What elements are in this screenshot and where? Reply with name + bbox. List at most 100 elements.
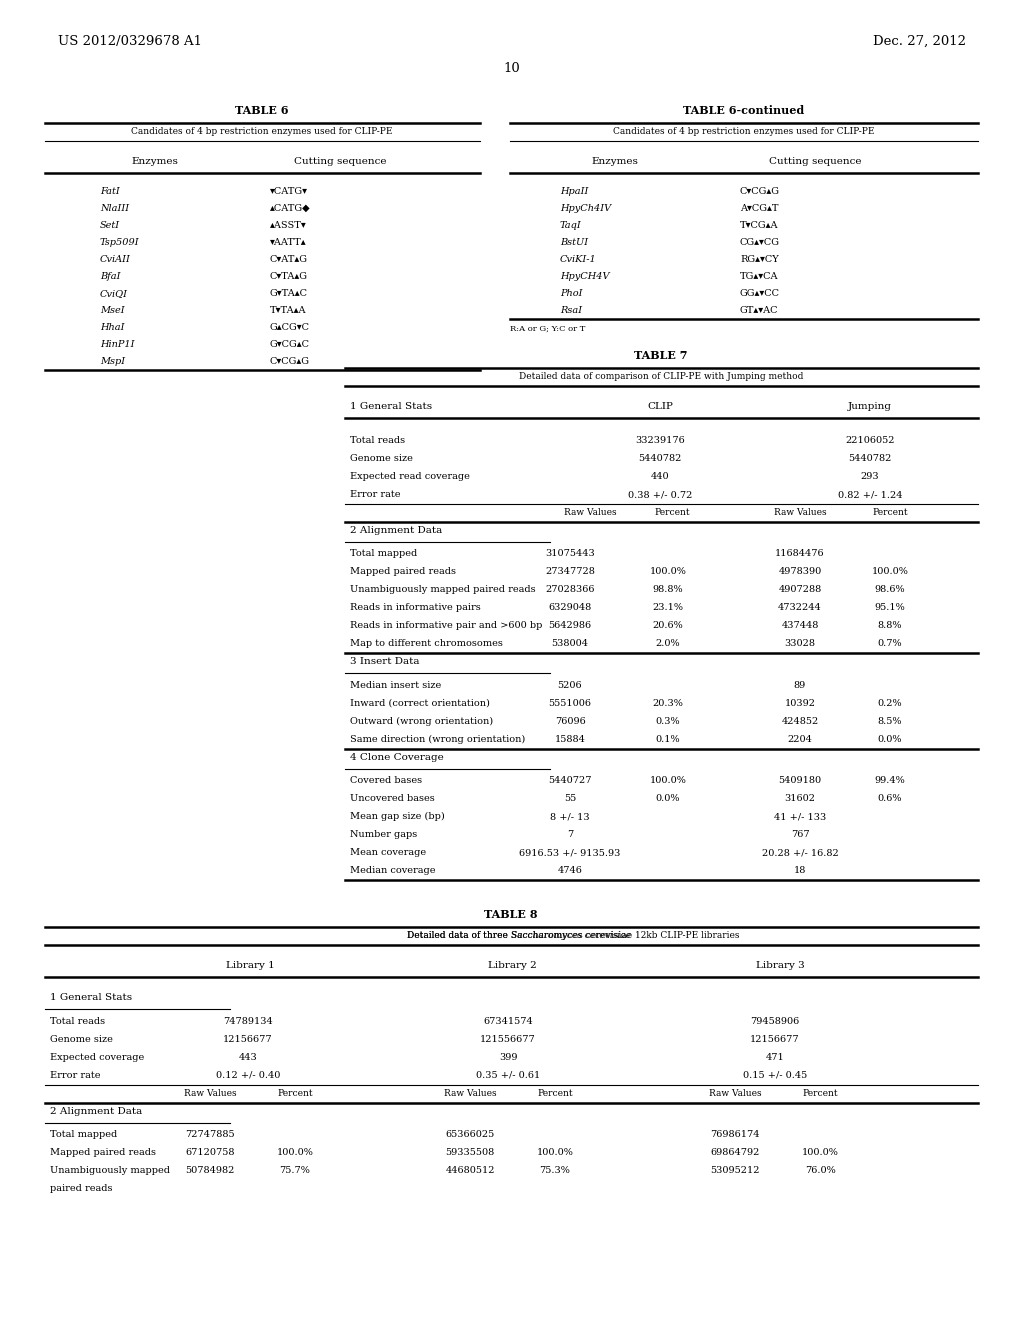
Text: HpyCH4V: HpyCH4V: [560, 272, 609, 281]
Text: 44680512: 44680512: [445, 1166, 495, 1175]
Text: 98.8%: 98.8%: [652, 585, 683, 594]
Text: 100.0%: 100.0%: [276, 1148, 313, 1158]
Text: Raw Values: Raw Values: [709, 1089, 761, 1098]
Text: T▾TA▴A: T▾TA▴A: [270, 306, 306, 315]
Text: FatI: FatI: [100, 187, 120, 195]
Text: 50784982: 50784982: [185, 1166, 234, 1175]
Text: Raw Values: Raw Values: [183, 1089, 237, 1098]
Text: Same direction (wrong orientation): Same direction (wrong orientation): [350, 735, 525, 744]
Text: 6916.53 +/- 9135.93: 6916.53 +/- 9135.93: [519, 849, 621, 857]
Text: Genome size: Genome size: [350, 454, 413, 463]
Text: 6329048: 6329048: [549, 603, 592, 612]
Text: Jumping: Jumping: [848, 403, 892, 411]
Text: 293: 293: [861, 473, 880, 480]
Text: 100.0%: 100.0%: [649, 776, 686, 785]
Text: Cutting sequence: Cutting sequence: [769, 157, 861, 166]
Text: 0.6%: 0.6%: [878, 795, 902, 803]
Text: 0.3%: 0.3%: [655, 717, 680, 726]
Text: ▾CATG▾: ▾CATG▾: [270, 187, 308, 195]
Text: C▾CG▴G: C▾CG▴G: [740, 187, 780, 195]
Text: Raw Values: Raw Values: [443, 1089, 497, 1098]
Text: Reads in informative pair and >600 bp: Reads in informative pair and >600 bp: [350, 622, 543, 631]
Text: Percent: Percent: [538, 1089, 572, 1098]
Text: 0.0%: 0.0%: [878, 735, 902, 743]
Text: MseI: MseI: [100, 306, 125, 315]
Text: 27347728: 27347728: [545, 568, 595, 577]
Text: Enzymes: Enzymes: [131, 157, 178, 166]
Text: 424852: 424852: [781, 717, 818, 726]
Text: R:A or G; Y:C or T: R:A or G; Y:C or T: [510, 325, 586, 333]
Text: 65366025: 65366025: [445, 1130, 495, 1139]
Text: MspI: MspI: [100, 356, 125, 366]
Text: CviKI-1: CviKI-1: [560, 255, 597, 264]
Text: 11684476: 11684476: [775, 549, 824, 558]
Text: Library 1: Library 1: [225, 961, 274, 970]
Text: 76986174: 76986174: [711, 1130, 760, 1139]
Text: Tsp509I: Tsp509I: [100, 238, 139, 247]
Text: Number gaps: Number gaps: [350, 830, 417, 840]
Text: 75.3%: 75.3%: [540, 1166, 570, 1175]
Text: 33239176: 33239176: [635, 436, 685, 445]
Text: 76.0%: 76.0%: [805, 1166, 836, 1175]
Text: 0.12 +/- 0.40: 0.12 +/- 0.40: [216, 1071, 281, 1080]
Text: 4732244: 4732244: [778, 603, 822, 612]
Text: Inward (correct orientation): Inward (correct orientation): [350, 698, 489, 708]
Text: 5206: 5206: [558, 681, 583, 690]
Text: 10392: 10392: [784, 698, 815, 708]
Text: 0.1%: 0.1%: [655, 735, 680, 743]
Text: Library 3: Library 3: [756, 961, 805, 970]
Text: Expected coverage: Expected coverage: [50, 1052, 144, 1061]
Text: TABLE 7: TABLE 7: [634, 350, 688, 360]
Text: 8.5%: 8.5%: [878, 717, 902, 726]
Text: Detailed data of three: Detailed data of three: [408, 931, 511, 940]
Text: Total mapped: Total mapped: [50, 1130, 118, 1139]
Text: 4 Clone Coverage: 4 Clone Coverage: [350, 752, 443, 762]
Text: Unambiguously mapped paired reads: Unambiguously mapped paired reads: [350, 585, 536, 594]
Text: Covered bases: Covered bases: [350, 776, 422, 785]
Text: 100.0%: 100.0%: [537, 1148, 573, 1158]
Text: 100.0%: 100.0%: [802, 1148, 839, 1158]
Text: Mean gap size (bp): Mean gap size (bp): [350, 812, 444, 821]
Text: Candidates of 4 bp restriction enzymes used for CLIP-PE: Candidates of 4 bp restriction enzymes u…: [613, 127, 874, 136]
Text: Outward (wrong orientation): Outward (wrong orientation): [350, 717, 494, 726]
Text: Detailed data of comparison of CLIP-PE with Jumping method: Detailed data of comparison of CLIP-PE w…: [519, 372, 803, 381]
Text: HhaI: HhaI: [100, 323, 125, 333]
Text: 0.7%: 0.7%: [878, 639, 902, 648]
Text: Dec. 27, 2012: Dec. 27, 2012: [873, 36, 966, 48]
Text: 7: 7: [567, 830, 573, 840]
Text: C▾CG▴G: C▾CG▴G: [270, 356, 310, 366]
Text: Map to different chromosomes: Map to different chromosomes: [350, 639, 503, 648]
Text: 98.6%: 98.6%: [874, 585, 905, 594]
Text: 5409180: 5409180: [778, 776, 821, 785]
Text: G▴CG▾C: G▴CG▾C: [270, 323, 310, 333]
Text: 2204: 2204: [787, 735, 812, 743]
Text: Saccharomyces cerevisiae: Saccharomyces cerevisiae: [511, 931, 631, 940]
Text: 31075443: 31075443: [545, 549, 595, 558]
Text: 41 +/- 133: 41 +/- 133: [774, 812, 826, 821]
Text: TABLE 6: TABLE 6: [236, 106, 289, 116]
Text: Percent: Percent: [278, 1089, 312, 1098]
Text: CviQI: CviQI: [100, 289, 128, 298]
Text: ▴CATG◆: ▴CATG◆: [270, 205, 310, 213]
Text: Raw Values: Raw Values: [563, 508, 616, 517]
Text: 0.15 +/- 0.45: 0.15 +/- 0.45: [742, 1071, 807, 1080]
Text: 12156677: 12156677: [751, 1035, 800, 1044]
Text: paired reads: paired reads: [50, 1184, 113, 1193]
Text: GG▴▾CC: GG▴▾CC: [740, 289, 780, 298]
Text: 5440727: 5440727: [548, 776, 592, 785]
Text: Mapped paired reads: Mapped paired reads: [50, 1148, 156, 1158]
Text: G▾CG▴C: G▾CG▴C: [270, 341, 310, 348]
Text: C▾TA▴G: C▾TA▴G: [270, 272, 308, 281]
Text: Median coverage: Median coverage: [350, 866, 435, 875]
Text: 15884: 15884: [555, 735, 586, 743]
Text: 0.2%: 0.2%: [878, 698, 902, 708]
Text: CLIP: CLIP: [647, 403, 673, 411]
Text: 22106052: 22106052: [845, 436, 895, 445]
Text: 0.82 +/- 1.24: 0.82 +/- 1.24: [838, 490, 902, 499]
Text: Enzymes: Enzymes: [592, 157, 638, 166]
Text: 440: 440: [650, 473, 670, 480]
Text: 55: 55: [564, 795, 577, 803]
Text: 2 Alignment Data: 2 Alignment Data: [50, 1106, 142, 1115]
Text: 1 General Stats: 1 General Stats: [50, 993, 132, 1002]
Text: GT▴▾AC: GT▴▾AC: [740, 306, 778, 315]
